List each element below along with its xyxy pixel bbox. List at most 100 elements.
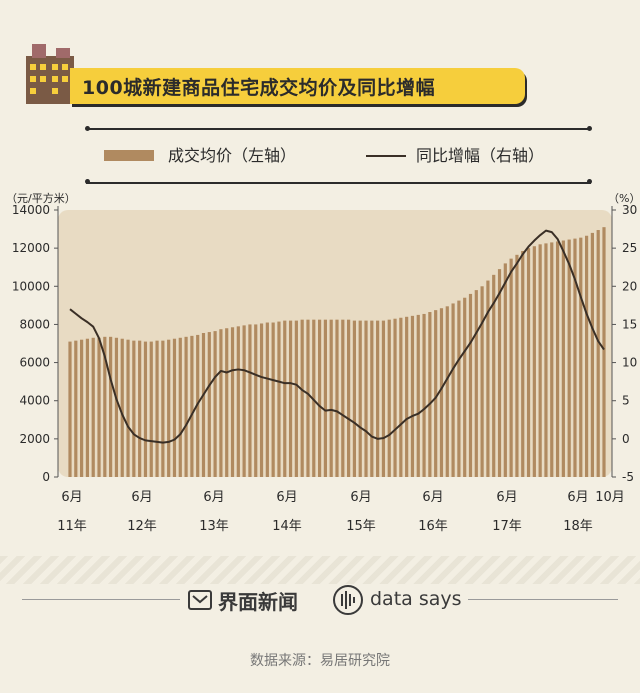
left-tick-label: 0 (42, 470, 50, 484)
legend: 成交均价（左轴） 同比增幅（右轴） (85, 126, 592, 184)
building-logo (26, 44, 74, 104)
footer-hatch-pattern (0, 556, 640, 584)
x-tick-month: 6月 (350, 490, 371, 505)
legend-corner-dot (85, 126, 90, 131)
price-bar (370, 320, 374, 477)
x-tick-year: 12年 (127, 519, 157, 534)
chart-title-banner: 100城新建商品住宅成交均价及同比增幅 (70, 68, 525, 104)
price-bar (555, 241, 560, 477)
right-tick-label: 10 (622, 356, 637, 370)
price-bar (277, 321, 281, 477)
price-bar (329, 319, 333, 477)
price-bar (584, 235, 589, 477)
left-tick-label: 14000 (12, 203, 50, 217)
price-bar (486, 280, 490, 477)
price-bar (393, 318, 397, 477)
x-tick-month: 10月 (595, 490, 625, 505)
x-tick-year: 11年 (57, 519, 87, 534)
left-tick-label: 4000 (19, 394, 50, 408)
legend-line-swatch (366, 155, 406, 157)
price-bar (526, 248, 531, 477)
price-bar (567, 239, 571, 477)
price-bar (364, 320, 368, 477)
price-bar (201, 333, 206, 477)
price-bar (544, 243, 548, 478)
price-bar (236, 326, 240, 477)
chart-title: 100城新建商品住宅成交均价及同比增幅 (82, 77, 436, 99)
price-bar (225, 328, 229, 477)
x-tick-month: 6月 (61, 490, 82, 505)
footer-divider-left (22, 599, 180, 600)
price-bar (294, 320, 298, 477)
price-bar (143, 341, 148, 477)
right-tick-label: 5 (622, 394, 630, 408)
price-bar (387, 319, 391, 477)
price-bar (515, 254, 519, 477)
x-tick-year: 18年 (563, 519, 593, 534)
price-bar (521, 251, 525, 477)
price-bar (451, 303, 455, 477)
price-bar (138, 340, 142, 477)
price-bar (579, 237, 583, 477)
brand-datasays: data says (370, 588, 462, 610)
price-bar (399, 317, 403, 477)
price-bar (190, 335, 194, 477)
price-bar (410, 315, 415, 477)
price-bar (323, 319, 327, 477)
price-bar (68, 341, 72, 477)
price-bar (538, 244, 542, 477)
price-bar (85, 338, 90, 477)
price-bar (271, 322, 275, 477)
price-bar (457, 300, 461, 477)
price-bar (178, 337, 182, 477)
price-bar (120, 338, 124, 477)
price-bar (358, 320, 362, 477)
left-tick-label: 6000 (19, 356, 50, 370)
datasays-logo-icon (333, 585, 363, 615)
price-bar (248, 324, 252, 477)
price-bar (196, 334, 200, 477)
price-bar (155, 340, 159, 477)
x-tick-month: 6月 (422, 490, 443, 505)
price-bar (167, 339, 171, 477)
footer-divider-right (468, 599, 618, 600)
price-bar (561, 240, 565, 477)
price-bar (416, 314, 420, 477)
price-bar (265, 322, 269, 477)
left-tick-label: 2000 (19, 432, 50, 446)
left-tick-label: 12000 (12, 241, 50, 255)
price-bar (132, 340, 136, 477)
brand-jiemian: 界面新闻 (218, 590, 298, 614)
x-tick-month: 6月 (276, 490, 297, 505)
legend-line-label: 同比增幅（右轴） (416, 146, 545, 165)
price-bar (341, 319, 345, 477)
price-bar (109, 336, 113, 477)
legend-corner-dot (587, 179, 592, 184)
price-bar (602, 227, 606, 477)
price-bar (509, 258, 513, 477)
price-bar (74, 340, 78, 477)
price-bar (468, 293, 473, 477)
right-tick-label: 30 (622, 203, 637, 217)
price-bar (213, 331, 217, 477)
price-bar (474, 290, 478, 477)
right-tick-label: 15 (622, 317, 637, 331)
price-bar (114, 337, 119, 477)
price-bar (550, 242, 554, 477)
price-bar (91, 337, 95, 477)
price-bar (573, 238, 577, 477)
price-bar (254, 324, 258, 477)
x-tick-year: 15年 (346, 519, 376, 534)
price-bar (335, 319, 339, 477)
price-bar (306, 319, 310, 477)
price-bar (492, 274, 496, 477)
x-tick-year: 17年 (492, 519, 522, 534)
price-bar (312, 319, 316, 477)
yoy-growth-line (69, 229, 605, 444)
x-tick-month: 6月 (203, 490, 224, 505)
price-bar (463, 297, 467, 477)
price-bar (347, 319, 351, 477)
price-bar (219, 329, 223, 477)
price-bar (259, 323, 264, 477)
x-tick-year: 13年 (199, 519, 229, 534)
